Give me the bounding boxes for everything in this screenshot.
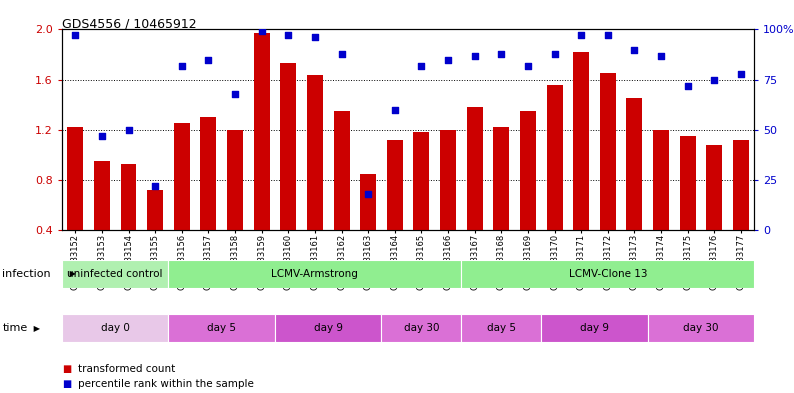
Point xyxy=(441,56,454,62)
Point xyxy=(175,62,188,69)
Text: day 30: day 30 xyxy=(684,323,719,333)
Bar xyxy=(360,174,376,230)
Bar xyxy=(542,314,648,342)
Point xyxy=(309,34,322,40)
Bar xyxy=(253,33,270,230)
Point xyxy=(282,32,295,39)
Bar xyxy=(733,140,749,230)
Point xyxy=(362,191,375,197)
Bar xyxy=(280,63,296,230)
Bar xyxy=(707,145,723,230)
Point xyxy=(148,183,161,189)
Text: transformed count: transformed count xyxy=(78,364,175,375)
Bar xyxy=(62,314,168,342)
Text: day 5: day 5 xyxy=(207,323,236,333)
Text: day 30: day 30 xyxy=(403,323,439,333)
Point xyxy=(122,127,135,133)
Text: day 9: day 9 xyxy=(314,323,343,333)
Bar xyxy=(227,130,243,230)
Bar xyxy=(653,130,669,230)
Text: uninfected control: uninfected control xyxy=(67,269,163,279)
Point xyxy=(655,52,668,59)
Bar xyxy=(275,314,381,342)
Point xyxy=(628,46,641,53)
Bar xyxy=(599,73,616,230)
Text: GDS4556 / 10465912: GDS4556 / 10465912 xyxy=(62,18,197,31)
Point xyxy=(202,56,214,62)
Bar xyxy=(387,140,403,230)
Point xyxy=(602,32,615,39)
Point xyxy=(335,50,348,57)
Point xyxy=(256,28,268,35)
Point xyxy=(681,83,694,89)
Point xyxy=(548,50,561,57)
Bar xyxy=(467,107,483,230)
Bar xyxy=(168,314,275,342)
Point xyxy=(95,132,108,139)
Bar xyxy=(307,75,323,230)
Text: LCMV-Armstrong: LCMV-Armstrong xyxy=(272,269,358,279)
Point xyxy=(468,52,481,59)
Point xyxy=(69,32,82,39)
Text: time: time xyxy=(2,323,28,333)
Bar xyxy=(626,98,642,230)
Bar xyxy=(67,127,83,230)
Point xyxy=(229,90,241,97)
Point xyxy=(708,76,721,83)
Bar xyxy=(174,123,190,230)
Point xyxy=(388,107,401,113)
Text: LCMV-Clone 13: LCMV-Clone 13 xyxy=(569,269,647,279)
Bar xyxy=(94,161,110,230)
Point xyxy=(575,32,588,39)
Point xyxy=(495,50,507,57)
Bar xyxy=(147,190,163,230)
Bar xyxy=(493,127,509,230)
Point xyxy=(734,70,747,77)
Text: day 5: day 5 xyxy=(487,323,516,333)
Bar xyxy=(333,111,349,230)
Text: day 0: day 0 xyxy=(101,323,129,333)
Bar xyxy=(461,314,542,342)
Bar xyxy=(520,111,536,230)
Bar xyxy=(62,260,168,288)
Text: ▶: ▶ xyxy=(31,324,40,332)
Bar xyxy=(121,163,137,230)
Bar xyxy=(440,130,456,230)
Bar xyxy=(461,260,754,288)
Text: ▶: ▶ xyxy=(67,270,75,278)
Bar xyxy=(381,314,461,342)
Bar xyxy=(414,132,430,230)
Point xyxy=(415,62,428,69)
Text: infection: infection xyxy=(2,269,51,279)
Bar xyxy=(546,84,563,230)
Text: day 9: day 9 xyxy=(580,323,609,333)
Text: ■: ■ xyxy=(62,379,71,389)
Text: percentile rank within the sample: percentile rank within the sample xyxy=(78,379,254,389)
Bar xyxy=(648,314,754,342)
Point xyxy=(522,62,534,69)
Text: ■: ■ xyxy=(62,364,71,375)
Bar xyxy=(573,52,589,230)
Bar xyxy=(680,136,696,230)
Bar xyxy=(200,117,217,230)
Bar xyxy=(168,260,461,288)
